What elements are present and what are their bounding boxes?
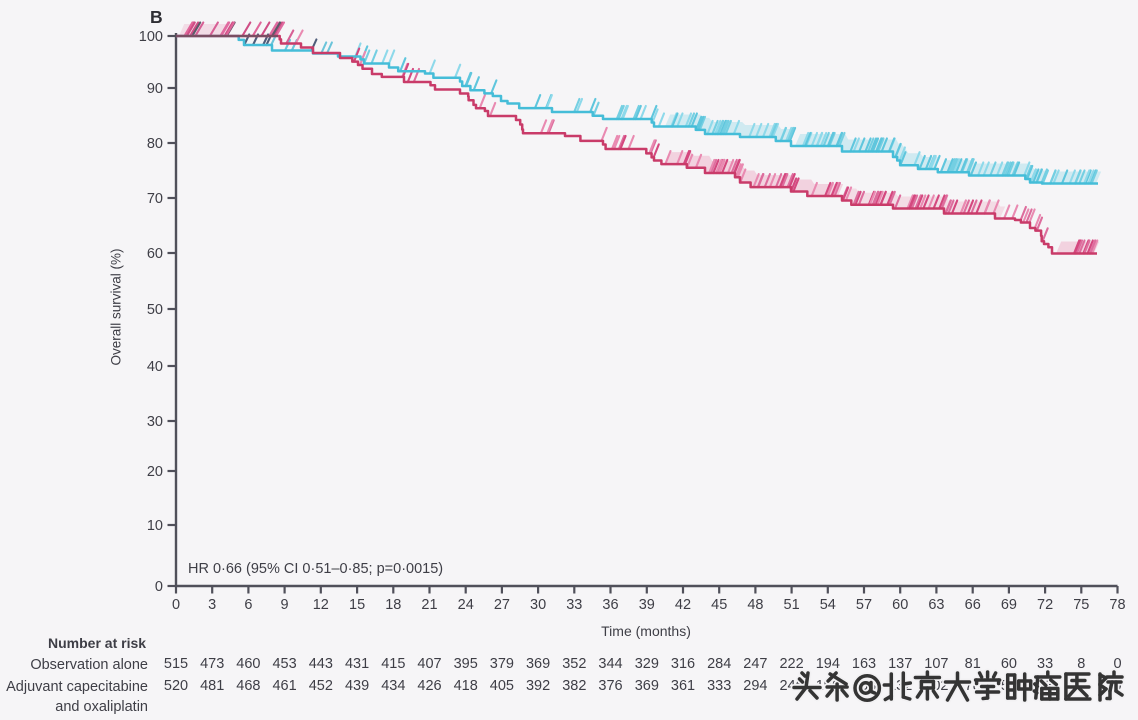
svg-text:452: 452	[309, 678, 333, 694]
svg-text:81: 81	[965, 656, 981, 672]
svg-text:21: 21	[421, 597, 437, 613]
svg-text:60: 60	[892, 597, 908, 613]
svg-text:453: 453	[272, 656, 296, 672]
svg-text:80: 80	[147, 136, 163, 152]
svg-text:57: 57	[856, 597, 872, 613]
svg-text:75: 75	[1073, 597, 1089, 613]
svg-text:515: 515	[164, 656, 188, 672]
svg-text:481: 481	[200, 678, 224, 694]
svg-text:54: 54	[820, 597, 836, 613]
svg-text:0: 0	[172, 597, 180, 613]
svg-text:194: 194	[816, 656, 840, 672]
svg-text:415: 415	[381, 656, 405, 672]
svg-text:329: 329	[635, 656, 659, 672]
svg-text:0: 0	[1113, 656, 1121, 672]
svg-text:361: 361	[671, 678, 695, 694]
svg-text:and oxaliplatin: and oxaliplatin	[55, 699, 148, 715]
svg-text:63: 63	[928, 597, 944, 613]
svg-text:72: 72	[1037, 597, 1053, 613]
svg-text:137: 137	[888, 656, 912, 672]
svg-text:376: 376	[598, 678, 622, 694]
svg-text:90: 90	[147, 81, 163, 97]
svg-text:42: 42	[675, 597, 691, 613]
svg-text:HR 0·66 (95% CI 0·51–0·85; p=0: HR 0·66 (95% CI 0·51–0·85; p=0·0015)	[188, 561, 443, 577]
svg-text:163: 163	[852, 656, 876, 672]
svg-text:6: 6	[244, 597, 252, 613]
svg-text:395: 395	[454, 656, 478, 672]
svg-text:24: 24	[458, 597, 474, 613]
svg-text:33: 33	[1037, 656, 1053, 672]
svg-text:100: 100	[139, 29, 163, 45]
svg-text:30: 30	[147, 414, 163, 430]
svg-text:50: 50	[147, 302, 163, 318]
svg-text:9: 9	[281, 597, 289, 613]
svg-text:426: 426	[417, 678, 441, 694]
svg-text:B: B	[150, 7, 163, 27]
svg-text:379: 379	[490, 656, 514, 672]
svg-text:247: 247	[743, 656, 767, 672]
svg-text:70: 70	[147, 191, 163, 207]
svg-text:51: 51	[784, 597, 800, 613]
svg-text:40: 40	[147, 359, 163, 375]
svg-text:15: 15	[349, 597, 365, 613]
svg-text:316: 316	[671, 656, 695, 672]
svg-text:473: 473	[200, 656, 224, 672]
svg-text:460: 460	[236, 656, 260, 672]
svg-text:12: 12	[313, 597, 329, 613]
svg-text:36: 36	[602, 597, 618, 613]
svg-text:Observation alone: Observation alone	[30, 657, 148, 673]
svg-text:66: 66	[965, 597, 981, 613]
svg-text:369: 369	[526, 656, 550, 672]
svg-text:45: 45	[711, 597, 727, 613]
svg-text:8: 8	[1077, 656, 1085, 672]
svg-text:434: 434	[381, 678, 405, 694]
svg-text:222: 222	[779, 656, 803, 672]
svg-text:520: 520	[164, 678, 188, 694]
svg-text:344: 344	[598, 656, 622, 672]
svg-text:461: 461	[272, 678, 296, 694]
svg-text:Overall survival (%): Overall survival (%)	[109, 248, 124, 365]
svg-text:107: 107	[924, 656, 948, 672]
svg-text:78: 78	[1109, 597, 1125, 613]
svg-text:392: 392	[526, 678, 550, 694]
svg-text:369: 369	[635, 678, 659, 694]
svg-text:48: 48	[747, 597, 763, 613]
svg-text:382: 382	[562, 678, 586, 694]
svg-text:33: 33	[566, 597, 582, 613]
svg-text:10: 10	[147, 518, 163, 534]
svg-text:27: 27	[494, 597, 510, 613]
svg-text:69: 69	[1001, 597, 1017, 613]
svg-text:60: 60	[147, 246, 163, 262]
svg-text:60: 60	[1001, 656, 1017, 672]
svg-text:0: 0	[155, 579, 163, 595]
svg-text:407: 407	[417, 656, 441, 672]
svg-text:352: 352	[562, 656, 586, 672]
svg-text:431: 431	[345, 656, 369, 672]
svg-text:3: 3	[208, 597, 216, 613]
svg-text:18: 18	[385, 597, 401, 613]
svg-text:Adjuvant capecitabine: Adjuvant capecitabine	[6, 679, 148, 695]
svg-text:39: 39	[639, 597, 655, 613]
svg-text:418: 418	[454, 678, 478, 694]
svg-text:439: 439	[345, 678, 369, 694]
svg-text:Time (months): Time (months)	[601, 623, 691, 639]
svg-text:405: 405	[490, 678, 514, 694]
svg-text:443: 443	[309, 656, 333, 672]
svg-text:284: 284	[707, 656, 731, 672]
svg-text:30: 30	[530, 597, 546, 613]
svg-text:Number at risk: Number at risk	[48, 635, 146, 651]
svg-text:468: 468	[236, 678, 260, 694]
svg-text:20: 20	[147, 464, 163, 480]
svg-text:333: 333	[707, 678, 731, 694]
svg-text:294: 294	[743, 678, 767, 694]
